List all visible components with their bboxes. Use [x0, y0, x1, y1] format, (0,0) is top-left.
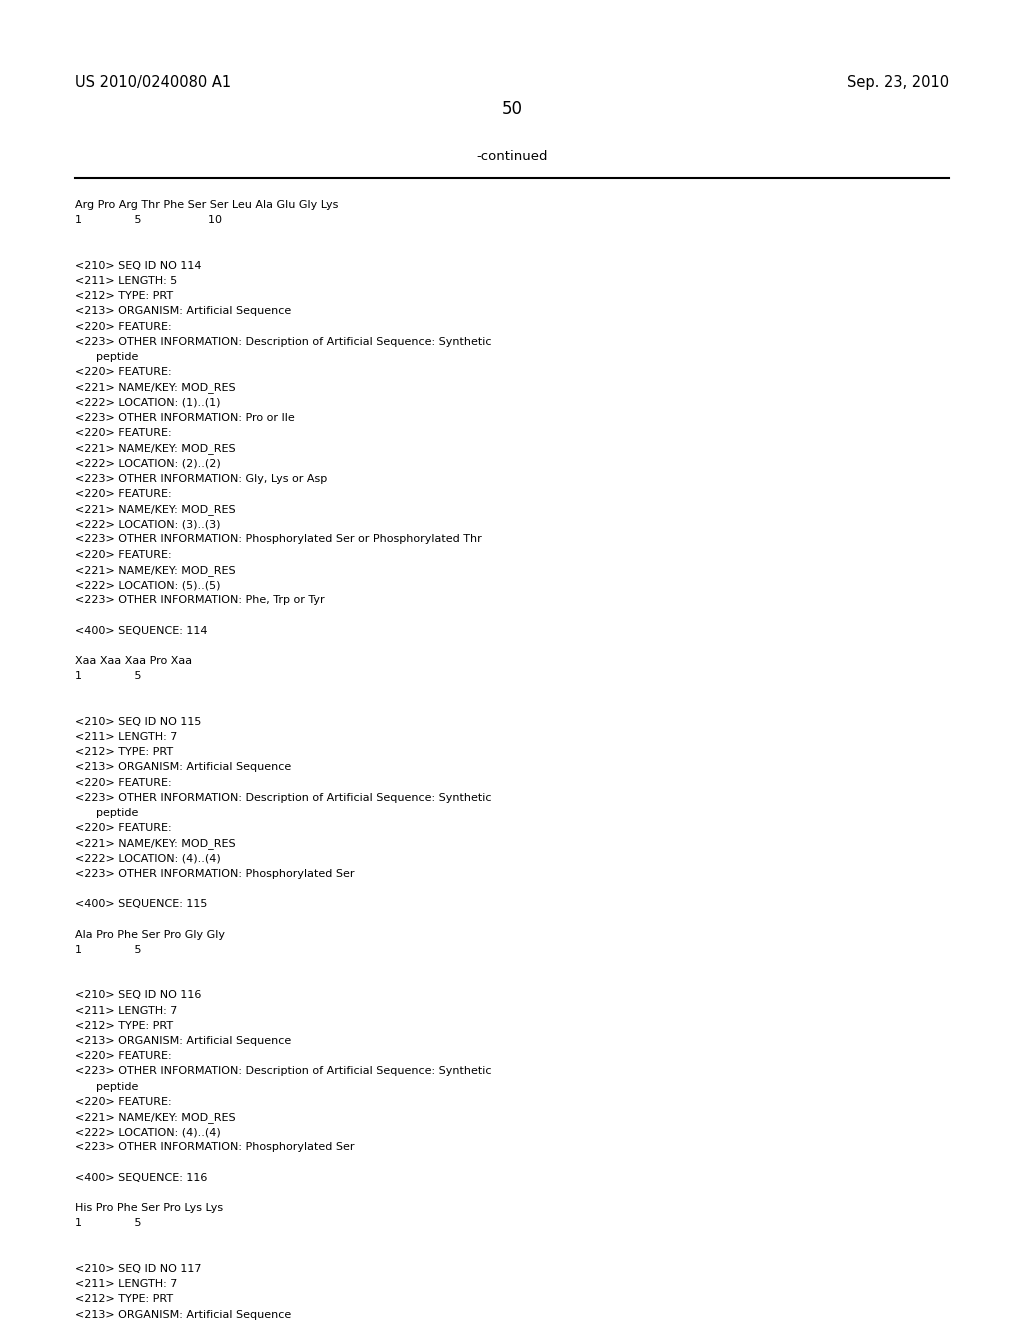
Text: Ala Pro Phe Ser Pro Gly Gly: Ala Pro Phe Ser Pro Gly Gly	[75, 929, 225, 940]
Text: 1               5                   10: 1 5 10	[75, 215, 222, 226]
Text: <221> NAME/KEY: MOD_RES: <221> NAME/KEY: MOD_RES	[75, 444, 236, 454]
Text: 50: 50	[502, 100, 522, 117]
Text: <222> LOCATION: (4)..(4): <222> LOCATION: (4)..(4)	[75, 1127, 221, 1138]
Text: <210> SEQ ID NO 116: <210> SEQ ID NO 116	[75, 990, 202, 1001]
Text: <221> NAME/KEY: MOD_RES: <221> NAME/KEY: MOD_RES	[75, 838, 236, 849]
Text: <221> NAME/KEY: MOD_RES: <221> NAME/KEY: MOD_RES	[75, 565, 236, 576]
Text: Xaa Xaa Xaa Pro Xaa: Xaa Xaa Xaa Pro Xaa	[75, 656, 193, 667]
Text: <213> ORGANISM: Artificial Sequence: <213> ORGANISM: Artificial Sequence	[75, 306, 291, 317]
Text: <220> FEATURE:: <220> FEATURE:	[75, 1097, 172, 1106]
Text: 1               5: 1 5	[75, 945, 141, 954]
Text: <220> FEATURE:: <220> FEATURE:	[75, 777, 172, 788]
Text: <212> TYPE: PRT: <212> TYPE: PRT	[75, 747, 173, 758]
Text: <211> LENGTH: 7: <211> LENGTH: 7	[75, 1279, 177, 1290]
Text: <220> FEATURE:: <220> FEATURE:	[75, 488, 172, 499]
Text: <223> OTHER INFORMATION: Phosphorylated Ser or Phosphorylated Thr: <223> OTHER INFORMATION: Phosphorylated …	[75, 535, 481, 544]
Text: <211> LENGTH: 5: <211> LENGTH: 5	[75, 276, 177, 286]
Text: <213> ORGANISM: Artificial Sequence: <213> ORGANISM: Artificial Sequence	[75, 1309, 291, 1320]
Text: His Pro Phe Ser Pro Lys Lys: His Pro Phe Ser Pro Lys Lys	[75, 1204, 223, 1213]
Text: -continued: -continued	[476, 150, 548, 162]
Text: <222> LOCATION: (5)..(5): <222> LOCATION: (5)..(5)	[75, 579, 220, 590]
Text: <211> LENGTH: 7: <211> LENGTH: 7	[75, 1006, 177, 1015]
Text: <400> SEQUENCE: 115: <400> SEQUENCE: 115	[75, 899, 208, 909]
Text: <223> OTHER INFORMATION: Gly, Lys or Asp: <223> OTHER INFORMATION: Gly, Lys or Asp	[75, 474, 328, 483]
Text: <223> OTHER INFORMATION: Phosphorylated Ser: <223> OTHER INFORMATION: Phosphorylated …	[75, 869, 354, 879]
Text: <220> FEATURE:: <220> FEATURE:	[75, 1051, 172, 1061]
Text: <212> TYPE: PRT: <212> TYPE: PRT	[75, 292, 173, 301]
Text: <221> NAME/KEY: MOD_RES: <221> NAME/KEY: MOD_RES	[75, 383, 236, 393]
Text: <221> NAME/KEY: MOD_RES: <221> NAME/KEY: MOD_RES	[75, 504, 236, 515]
Text: <223> OTHER INFORMATION: Phosphorylated Ser: <223> OTHER INFORMATION: Phosphorylated …	[75, 1142, 354, 1152]
Text: <220> FEATURE:: <220> FEATURE:	[75, 322, 172, 331]
Text: <222> LOCATION: (1)..(1): <222> LOCATION: (1)..(1)	[75, 397, 220, 408]
Text: <213> ORGANISM: Artificial Sequence: <213> ORGANISM: Artificial Sequence	[75, 763, 291, 772]
Text: <222> LOCATION: (4)..(4): <222> LOCATION: (4)..(4)	[75, 854, 221, 863]
Text: US 2010/0240080 A1: US 2010/0240080 A1	[75, 75, 231, 90]
Text: peptide: peptide	[75, 352, 138, 362]
Text: <223> OTHER INFORMATION: Description of Artificial Sequence: Synthetic: <223> OTHER INFORMATION: Description of …	[75, 337, 492, 347]
Text: <223> OTHER INFORMATION: Phe, Trp or Tyr: <223> OTHER INFORMATION: Phe, Trp or Tyr	[75, 595, 325, 605]
Text: <210> SEQ ID NO 117: <210> SEQ ID NO 117	[75, 1265, 202, 1274]
Text: <211> LENGTH: 7: <211> LENGTH: 7	[75, 733, 177, 742]
Text: <212> TYPE: PRT: <212> TYPE: PRT	[75, 1020, 173, 1031]
Text: <212> TYPE: PRT: <212> TYPE: PRT	[75, 1295, 173, 1304]
Text: <222> LOCATION: (3)..(3): <222> LOCATION: (3)..(3)	[75, 519, 220, 529]
Text: <210> SEQ ID NO 115: <210> SEQ ID NO 115	[75, 717, 202, 727]
Text: <223> OTHER INFORMATION: Description of Artificial Sequence: Synthetic: <223> OTHER INFORMATION: Description of …	[75, 1067, 492, 1076]
Text: <220> FEATURE:: <220> FEATURE:	[75, 549, 172, 560]
Text: Sep. 23, 2010: Sep. 23, 2010	[847, 75, 949, 90]
Text: <222> LOCATION: (2)..(2): <222> LOCATION: (2)..(2)	[75, 458, 221, 469]
Text: <400> SEQUENCE: 114: <400> SEQUENCE: 114	[75, 626, 208, 636]
Text: <223> OTHER INFORMATION: Pro or Ile: <223> OTHER INFORMATION: Pro or Ile	[75, 413, 295, 422]
Text: peptide: peptide	[75, 808, 138, 818]
Text: <221> NAME/KEY: MOD_RES: <221> NAME/KEY: MOD_RES	[75, 1111, 236, 1123]
Text: <400> SEQUENCE: 116: <400> SEQUENCE: 116	[75, 1172, 208, 1183]
Text: Arg Pro Arg Thr Phe Ser Ser Leu Ala Glu Gly Lys: Arg Pro Arg Thr Phe Ser Ser Leu Ala Glu …	[75, 201, 338, 210]
Text: <213> ORGANISM: Artificial Sequence: <213> ORGANISM: Artificial Sequence	[75, 1036, 291, 1045]
Text: <220> FEATURE:: <220> FEATURE:	[75, 824, 172, 833]
Text: <210> SEQ ID NO 114: <210> SEQ ID NO 114	[75, 261, 202, 271]
Text: <220> FEATURE:: <220> FEATURE:	[75, 367, 172, 378]
Text: <223> OTHER INFORMATION: Description of Artificial Sequence: Synthetic: <223> OTHER INFORMATION: Description of …	[75, 793, 492, 803]
Text: peptide: peptide	[75, 1081, 138, 1092]
Text: 1               5: 1 5	[75, 1218, 141, 1229]
Text: 1               5: 1 5	[75, 671, 141, 681]
Text: <220> FEATURE:: <220> FEATURE:	[75, 428, 172, 438]
